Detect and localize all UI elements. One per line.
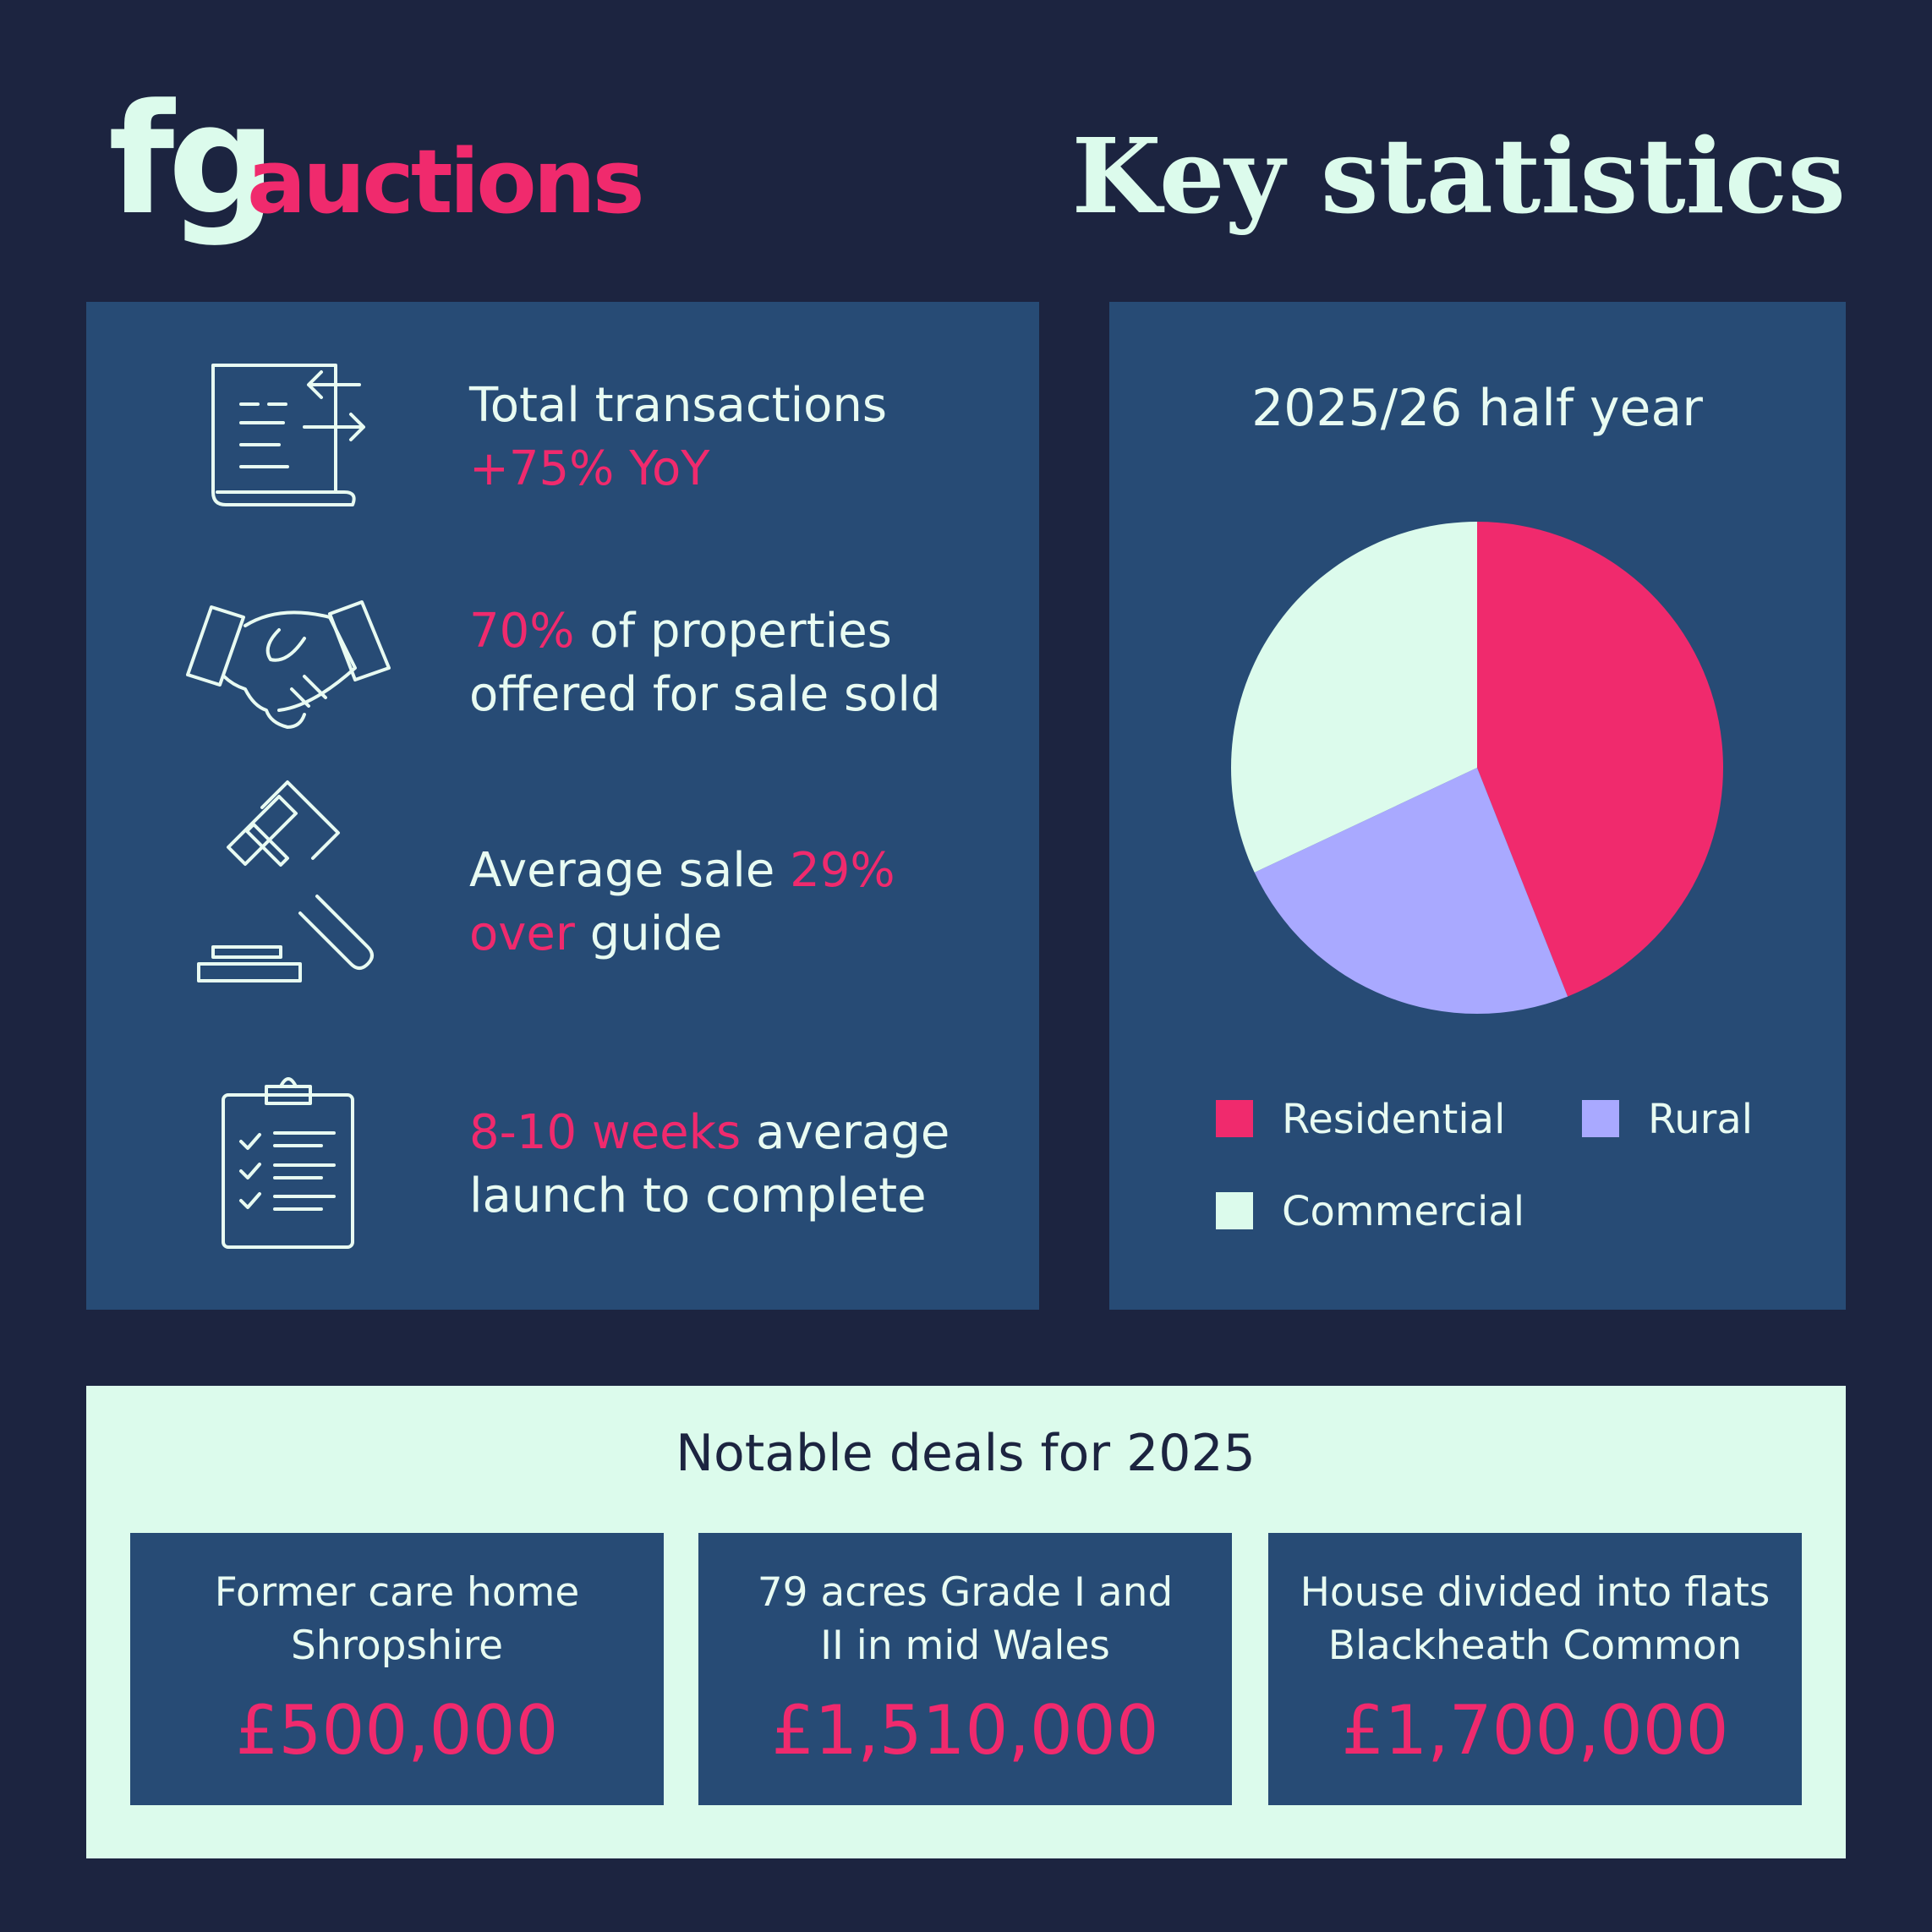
legend-swatch: [1582, 1100, 1619, 1137]
stat-line: over guide: [469, 906, 722, 961]
stat-line: offered for sale sold: [469, 667, 941, 722]
pie-slice: [1254, 768, 1568, 1014]
logo-fg: fg: [108, 72, 270, 249]
icon-handshake: [186, 600, 391, 729]
icon-document: [211, 364, 365, 506]
deal-description: II in mid Wales: [820, 1623, 1110, 1669]
pie-slice: [1231, 522, 1477, 873]
stat-line: launch to complete: [469, 1169, 927, 1223]
deal-card: [698, 1533, 1232, 1805]
legend-label: Residential: [1282, 1096, 1505, 1143]
stat-text: launch to complete: [469, 1169, 927, 1223]
deals-title: Notable deals for 2025: [676, 1424, 1256, 1483]
icon-gavel: [197, 780, 374, 982]
stat-text: offered for sale sold: [469, 667, 941, 722]
pie-slice: [1477, 522, 1723, 997]
legend-swatch: [1216, 1100, 1253, 1137]
legend-label: Commercial: [1282, 1188, 1524, 1235]
stat-text: +75% YoY: [469, 441, 710, 496]
deal-card: [130, 1533, 664, 1805]
page-title: Key statistics: [1072, 115, 1846, 237]
stat-text: average: [741, 1105, 950, 1160]
legend-swatch: [1216, 1192, 1253, 1229]
logo-auctions: auctions: [247, 130, 642, 233]
stat-line: +75% YoY: [469, 441, 710, 496]
deal-price: £1,700,000: [1341, 1691, 1728, 1770]
stat-text: 8-10 weeks: [469, 1105, 741, 1160]
stat-line: Average sale 29%: [469, 843, 895, 898]
deal-description: House divided into flats: [1300, 1569, 1771, 1616]
deal-price: £500,000: [236, 1691, 559, 1770]
deal-description: Blackheath Common: [1328, 1623, 1743, 1669]
deal-card: [1268, 1533, 1802, 1805]
deal-description: Former care home: [215, 1569, 580, 1616]
stat-line: 70% of properties: [469, 604, 892, 659]
stat-text: 29%: [790, 843, 895, 898]
stats-panel: [86, 302, 1039, 1310]
stat-text: Average sale: [469, 843, 790, 898]
legend-label: Rural: [1648, 1096, 1753, 1143]
icon-clipboard: [222, 1077, 354, 1249]
stat-text: of properties: [574, 604, 891, 659]
stat-text: guide: [575, 906, 722, 961]
stat-text: over: [469, 906, 576, 961]
stat-line: Total transactions: [468, 378, 887, 433]
deal-description: 79 acres Grade I and: [758, 1569, 1173, 1616]
chart-title: 2025/26 half year: [1251, 379, 1703, 438]
deal-description: Shropshire: [291, 1623, 503, 1669]
stat-text: 70%: [469, 604, 574, 659]
deal-price: £1,510,000: [771, 1691, 1158, 1770]
stat-text: Total transactions: [468, 378, 887, 433]
stat-line: 8-10 weeks average: [469, 1105, 950, 1160]
